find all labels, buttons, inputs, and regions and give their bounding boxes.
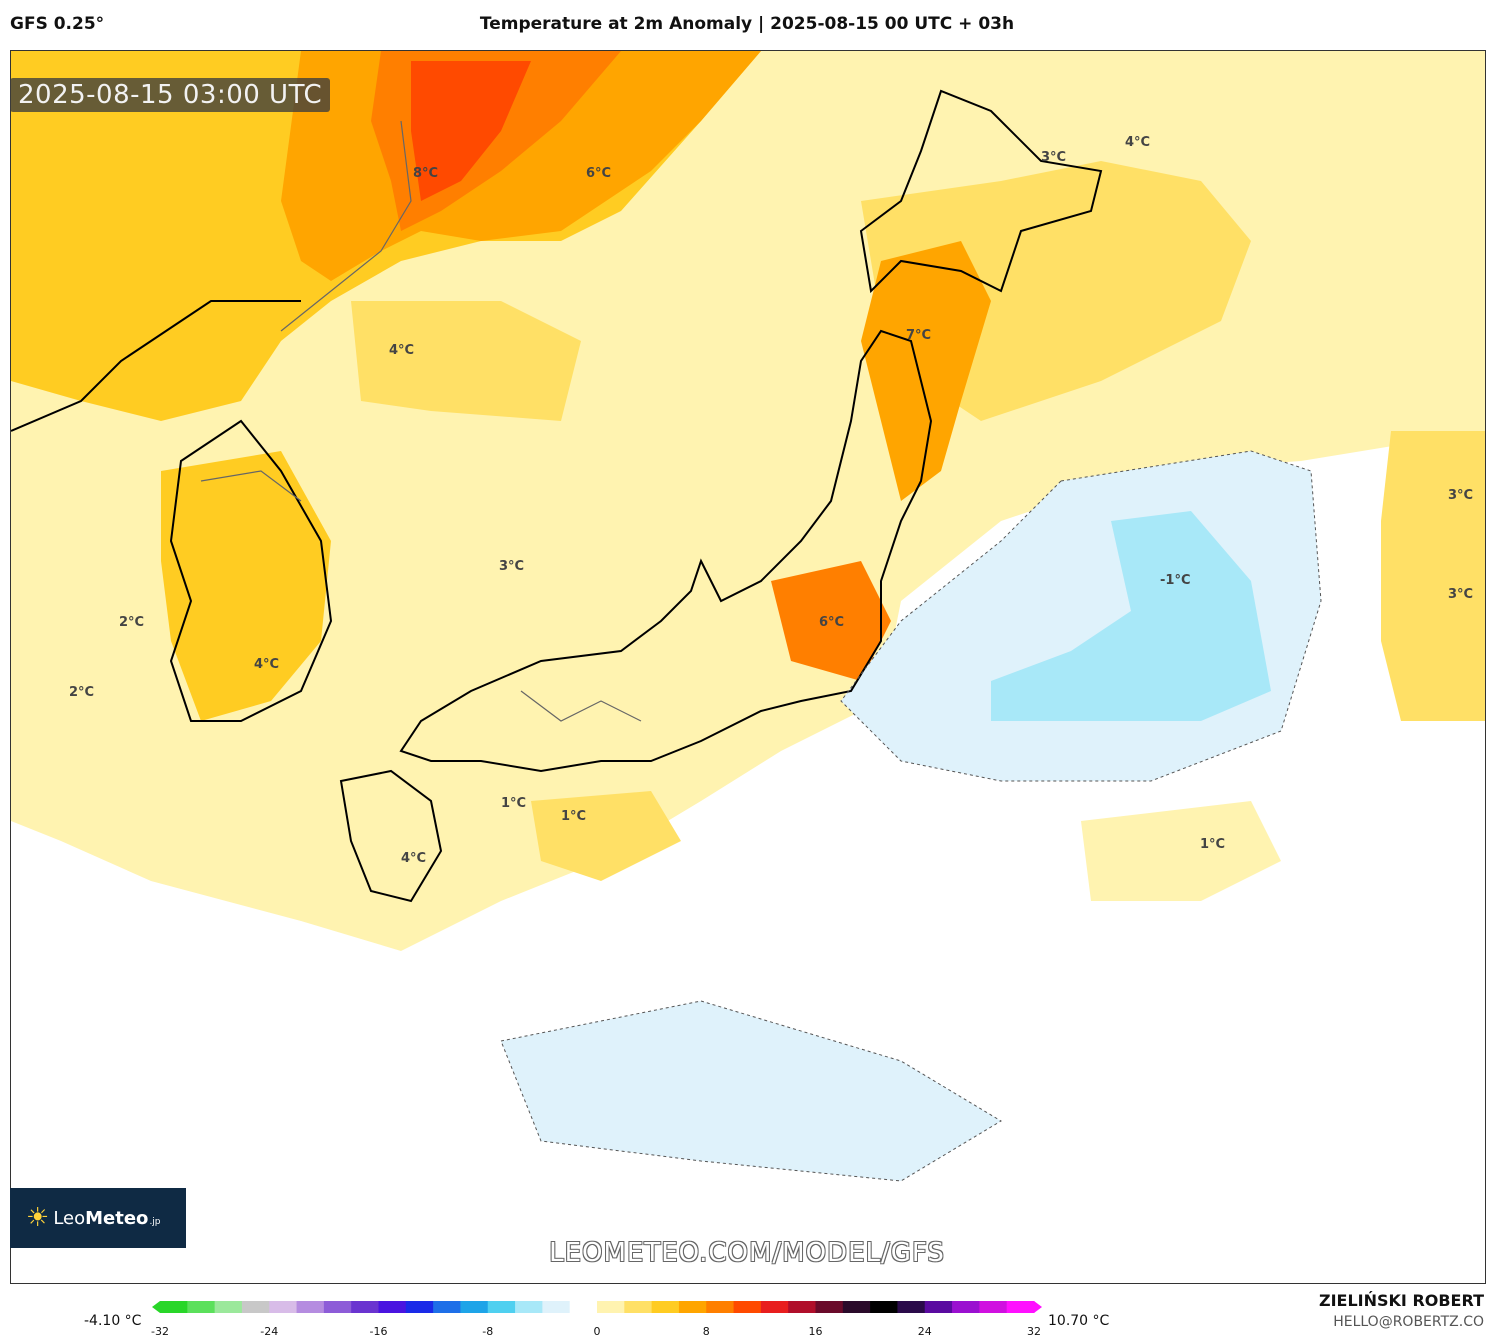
warm-region-kanto	[771, 561, 891, 681]
logo-suffix: .jp	[149, 1217, 161, 1227]
colorbar-swatch	[979, 1301, 1008, 1313]
hot-region-tohoku	[861, 241, 991, 501]
colorbar-swatch	[678, 1301, 707, 1313]
colorbar-swatch	[651, 1301, 680, 1313]
contour-label: 3°C	[1448, 488, 1473, 503]
contour-label: 6°C	[586, 166, 611, 181]
colorbar-swatch	[460, 1301, 489, 1313]
colorbar-tick-label: 16	[808, 1325, 823, 1338]
warm-region-korea	[161, 451, 331, 721]
contour-label: 2°C	[119, 615, 144, 630]
core-region	[411, 61, 531, 201]
colorbar-swatch	[760, 1301, 789, 1313]
contour-label: 6°C	[819, 615, 844, 630]
colorbar-min-arrow	[152, 1301, 160, 1313]
colorbar-tick-label: 24	[917, 1325, 932, 1338]
credit-email[interactable]: HELLO@ROBERTZ.CO	[1333, 1314, 1484, 1330]
japan-honshu-coast	[399, 329, 933, 773]
colorbar-tick-label: 8	[702, 1325, 710, 1338]
contour-label: 3°C	[1041, 150, 1066, 165]
colorbar-swatch	[624, 1301, 653, 1313]
colorbar-max-arrow	[1034, 1301, 1042, 1313]
colorbar-swatch	[924, 1301, 953, 1313]
colorbar-swatch	[897, 1301, 926, 1313]
colorbar-swatch	[815, 1301, 844, 1313]
contour-label: 4°C	[389, 343, 414, 358]
colorbar-swatch	[515, 1301, 543, 1313]
watermark-url: LEOMETEO.COM/MODEL/GFS	[549, 1238, 945, 1268]
colorbar-swatch	[952, 1301, 980, 1313]
valid-time-badge: 2025-08-15 03:00 UTC	[10, 78, 331, 112]
colorbar-swatch	[241, 1301, 270, 1313]
contour-label: -1°C	[1160, 573, 1190, 588]
contour-label: 1°C	[501, 796, 526, 811]
warm-patch-south	[1081, 801, 1281, 901]
contour-label: 1°C	[1200, 837, 1225, 852]
colorbar-swatch	[214, 1301, 243, 1313]
leometeo-logo[interactable]: ☀ Leo Meteo .jp	[10, 1188, 186, 1248]
colorbar-swatch	[323, 1301, 352, 1313]
colorbar-swatch	[706, 1301, 735, 1313]
colorbar-swatch	[433, 1301, 461, 1313]
kyushu-coast	[339, 769, 443, 903]
contour-label: 7°C	[906, 328, 931, 343]
colorbar-swatch	[269, 1301, 298, 1313]
logo-name: Leo	[53, 1207, 86, 1229]
colorbar-tick-label: -16	[369, 1325, 388, 1338]
cool-region-south	[501, 1001, 1001, 1181]
contour-label: 4°C	[1125, 135, 1150, 150]
cold-region-pacific	[991, 511, 1271, 721]
map-panel[interactable]: 8°C 6°C 3°C 4°C 4°C 7°C 3°C -1°C 3°C 3°C…	[10, 50, 1486, 1284]
borders	[200, 120, 642, 722]
colorbar	[152, 1301, 1042, 1313]
model-label: GFS 0.25°	[10, 14, 105, 34]
hokkaido-coast	[859, 89, 1103, 294]
colorbar-swatch	[870, 1301, 898, 1313]
contour-label: 3°C	[1448, 587, 1473, 602]
colorbar-swatch	[351, 1301, 379, 1313]
colorbar-tick-label: 0	[593, 1325, 601, 1338]
contour-label: 4°C	[254, 657, 279, 672]
colorbar-tick-label: 32	[1027, 1325, 1041, 1338]
logo-bold: Meteo	[85, 1207, 149, 1229]
colorbar-swatch	[597, 1301, 625, 1313]
colorbar-tick-label: -8	[482, 1325, 494, 1338]
colorbar-min-label: -4.10 °C	[84, 1313, 142, 1329]
chart-title: Temperature at 2m Anomaly | 2025-08-15 0…	[479, 14, 1015, 34]
colorbar-tick-label: -24	[260, 1325, 279, 1338]
colorbar-swatch	[542, 1301, 571, 1313]
colorbar-max-label: 10.70 °C	[1048, 1313, 1110, 1329]
contour-label: 1°C	[561, 809, 586, 824]
colorbar-swatch	[378, 1301, 407, 1313]
colorbar-swatch	[187, 1301, 216, 1313]
contour-label: 8°C	[413, 166, 438, 181]
colorbar-swatch	[487, 1301, 516, 1313]
credit-name: ZIELIŃSKI ROBERT	[1318, 1291, 1484, 1310]
contour-label: 2°C	[69, 685, 94, 700]
colorbar-swatch	[296, 1301, 325, 1313]
sun-icon: ☀	[26, 1203, 50, 1233]
colorbar-swatch	[788, 1301, 816, 1313]
warm-region-sea-japan	[351, 301, 581, 421]
warm-patch-shikoku	[531, 791, 681, 881]
coastlines	[11, 89, 1103, 903]
colorbar-tick-label: -32	[151, 1325, 169, 1338]
china-coast	[11, 300, 301, 432]
anomaly-map: 8°C 6°C 3°C 4°C 4°C 7°C 3°C -1°C 3°C 3°C…	[11, 51, 1485, 1283]
colorbar-swatch	[842, 1301, 871, 1313]
contour-label: 3°C	[499, 559, 524, 574]
contour-label: 4°C	[401, 851, 426, 866]
colorbar-swatch	[1006, 1301, 1035, 1313]
colorbar-swatch	[733, 1301, 762, 1313]
colorbar-swatch	[160, 1301, 188, 1313]
colorbar-swatch	[405, 1301, 434, 1313]
warm-region-east	[1381, 431, 1485, 721]
colorbar-swatch	[569, 1301, 598, 1313]
korea-coast	[169, 419, 333, 722]
